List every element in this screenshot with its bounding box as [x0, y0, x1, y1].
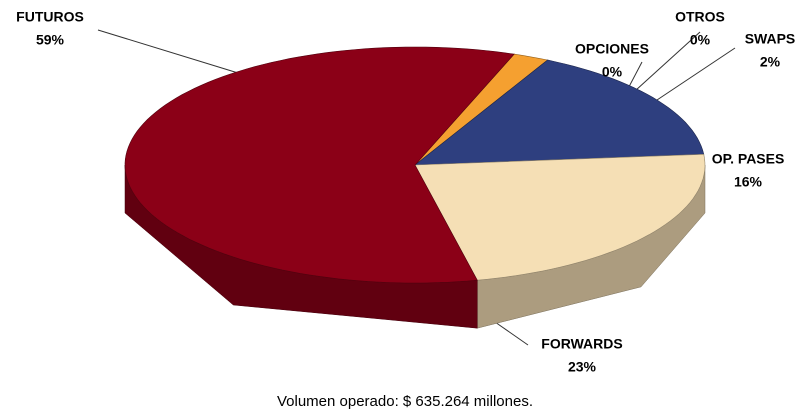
leader-line	[624, 31, 701, 101]
slice-label: FORWARDS	[541, 336, 622, 352]
slice-label: OPCIONES	[575, 41, 649, 57]
leader-line	[494, 321, 529, 346]
pie	[124, 46, 706, 329]
leader-line	[647, 47, 736, 107]
value-label: 0%	[602, 64, 623, 80]
value-label: 59%	[36, 32, 65, 48]
slice-label: FUTUROS	[16, 9, 84, 25]
slice-label: OTROS	[675, 9, 725, 25]
subtitle: Volumen operado: $ 635.264 millones.	[277, 393, 533, 410]
value-label: 16%	[734, 174, 763, 190]
slice	[414, 153, 706, 281]
value-label: 23%	[568, 359, 597, 375]
slice-label: SWAPS	[745, 31, 796, 47]
slice	[124, 46, 515, 284]
value-label: 2%	[760, 54, 781, 70]
slice	[414, 59, 705, 166]
slice-label: OP. PASES	[712, 151, 785, 167]
value-label: 0%	[690, 32, 711, 48]
